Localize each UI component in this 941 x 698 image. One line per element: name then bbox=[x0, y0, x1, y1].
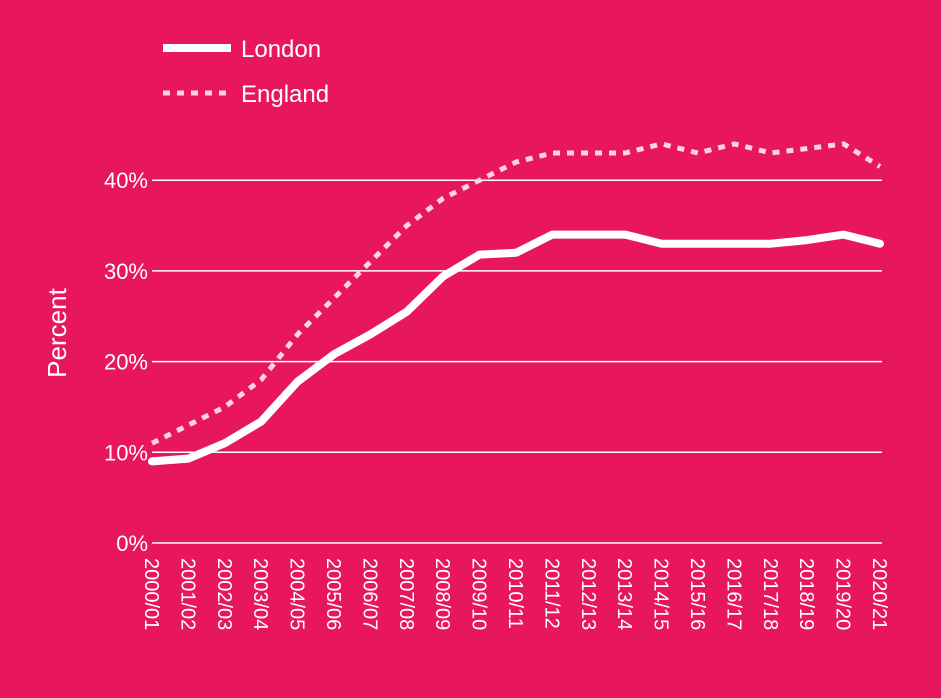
x-tick-label: 2007/08 bbox=[395, 558, 417, 630]
x-tick-label: 2019/20 bbox=[832, 558, 854, 630]
x-tick-label: 2002/03 bbox=[213, 558, 235, 630]
x-tick-label: 2003/04 bbox=[249, 558, 271, 630]
x-tick-label: 2012/13 bbox=[577, 558, 599, 630]
x-tick-label: 2015/16 bbox=[686, 558, 708, 630]
series-line-england bbox=[150, 141, 882, 446]
series-lines bbox=[148, 141, 884, 466]
x-tick-label: 2004/05 bbox=[286, 558, 308, 630]
y-tick-label: 30% bbox=[104, 259, 148, 284]
x-tick-label: 2014/15 bbox=[650, 558, 672, 630]
y-tick-label: 10% bbox=[104, 440, 148, 465]
x-tick-label: 2000/01 bbox=[140, 558, 162, 630]
gridlines bbox=[152, 179, 882, 544]
y-tick-label: 20% bbox=[104, 350, 148, 375]
x-tick-label: 2018/19 bbox=[795, 558, 817, 630]
x-tick-label: 2010/11 bbox=[504, 558, 526, 629]
series-line-london bbox=[148, 230, 884, 466]
x-tick-label: 2016/17 bbox=[722, 558, 744, 630]
x-tick-label: 2006/07 bbox=[358, 558, 380, 630]
y-axis-ticks: 0% 10% 20% 30% 40% bbox=[104, 168, 148, 556]
y-tick-label: 40% bbox=[104, 168, 148, 193]
x-tick-label: 2005/06 bbox=[322, 558, 344, 630]
legend-label-london: London bbox=[241, 36, 321, 63]
x-tick-label: 2008/09 bbox=[431, 558, 453, 630]
x-tick-label: 2009/10 bbox=[468, 558, 490, 630]
x-tick-label: 2020/21 bbox=[868, 558, 890, 630]
y-axis-label: Percent bbox=[42, 287, 72, 377]
x-tick-label: 2001/02 bbox=[176, 558, 198, 630]
legend: London England bbox=[163, 36, 329, 108]
y-tick-label: 0% bbox=[116, 531, 148, 556]
legend-label-england: England bbox=[241, 81, 329, 108]
x-tick-label: 2011/12 bbox=[540, 558, 562, 629]
x-tick-label: 2013/14 bbox=[613, 558, 635, 630]
x-axis-ticks: 2000/01 2001/02 2002/03 2003/04 2004/05 2005/… bbox=[140, 558, 890, 630]
x-tick-label: 2017/18 bbox=[759, 558, 781, 630]
